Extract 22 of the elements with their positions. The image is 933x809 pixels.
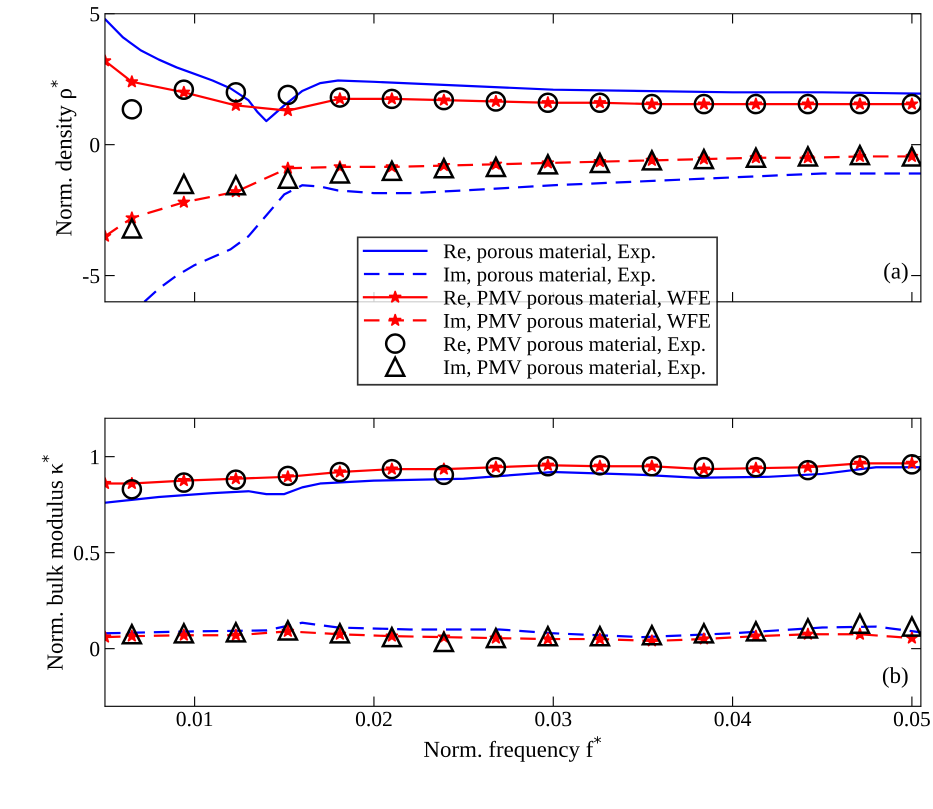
x-tick-label: 0.04 (714, 712, 752, 726)
annotation: (b) (882, 667, 908, 688)
x-tick-label: 0.03 (535, 712, 572, 726)
y-tick-label: 1 (91, 450, 99, 464)
annotation: (a) (884, 262, 908, 284)
y-axis-title: Norm. bulk modulus κ$^{*}$ (42, 455, 63, 670)
x-tick-label: 0.02 (356, 712, 392, 726)
y-tick-label: 0 (90, 642, 100, 656)
legend-label: Re, PMV porous material, Exp. (444, 336, 705, 356)
y-tick-label: 0 (90, 138, 100, 152)
legend-label: Im, PMV porous material, WFE (444, 313, 710, 332)
x-axis-title: Norm. frequency f$^{*}$ (424, 736, 602, 762)
y-tick-label: -5 (82, 268, 100, 284)
y-tick-label: 0.5 (74, 546, 100, 560)
y-tick-label: 5 (90, 7, 100, 22)
legend-label: Im, PMV porous material, Exp. (444, 360, 705, 378)
legend-label: Re, PMV porous material, WFE (444, 290, 710, 309)
x-tick-label: 0.05 (894, 712, 930, 726)
y-axis-title: Norm. density ρ$^{*}$ (50, 80, 76, 236)
legend-label: Re, porous material, Exp. (444, 244, 655, 263)
x-tick-label: 0.01 (176, 712, 212, 726)
legend-label: Im, porous material, Exp. (444, 266, 655, 286)
